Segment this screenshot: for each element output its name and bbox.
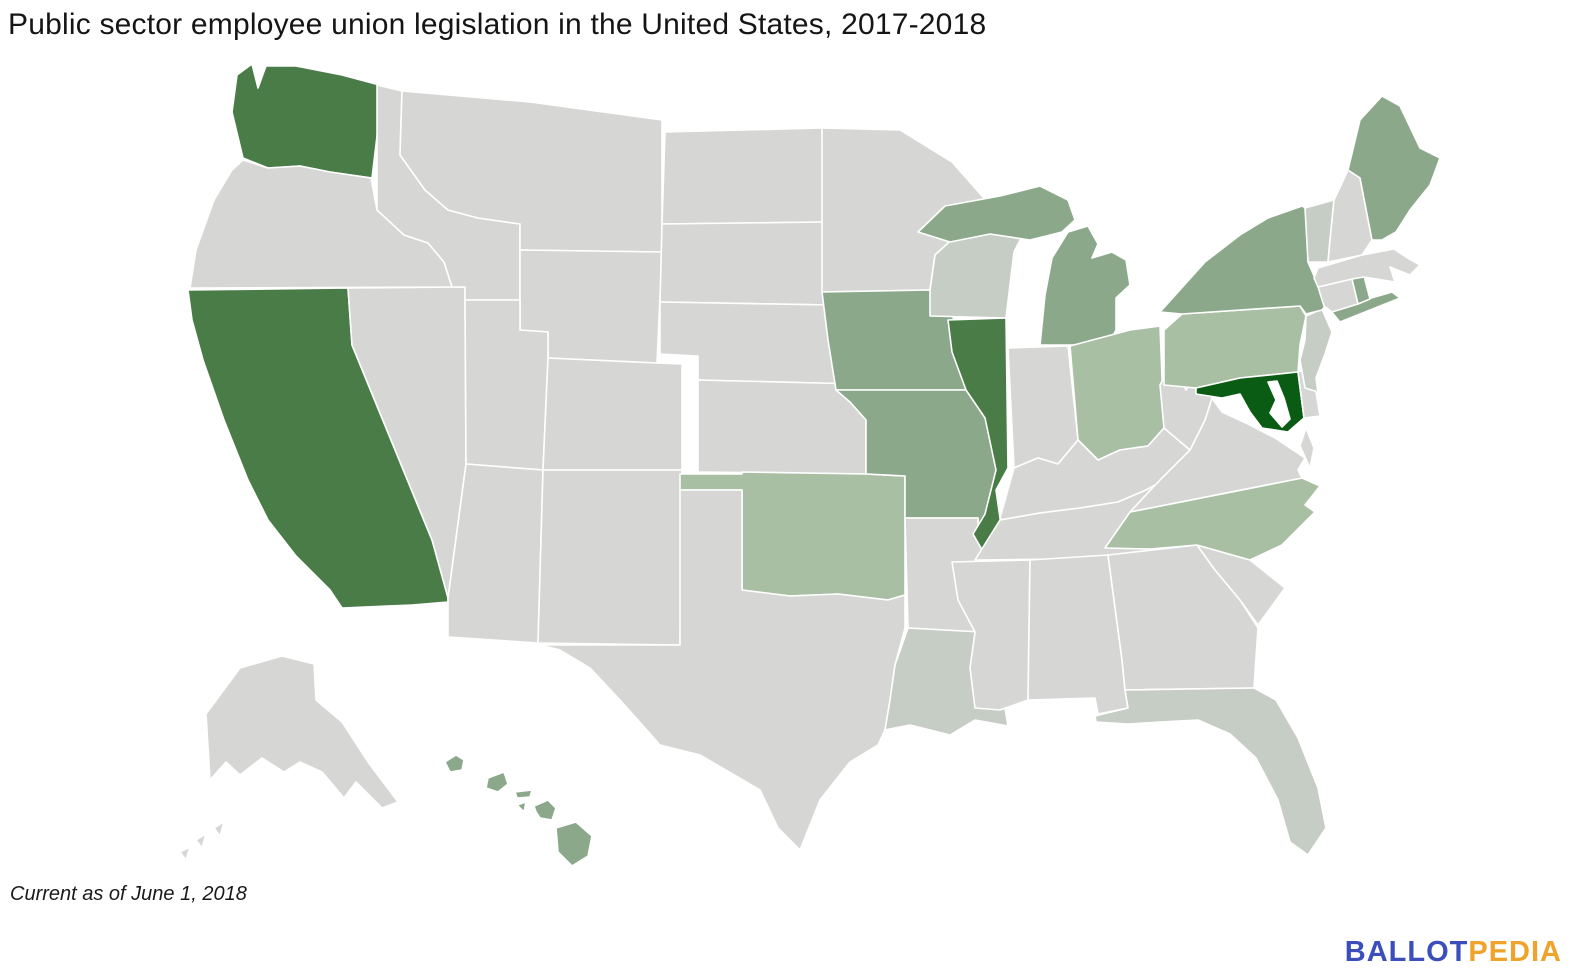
state-montana	[399, 90, 663, 253]
state-michigan	[917, 185, 1131, 346]
lanai	[516, 801, 527, 813]
state-florida	[1094, 687, 1327, 856]
logo-pedia: PEDIA	[1468, 936, 1562, 968]
big-island	[555, 821, 593, 867]
state-ohio	[1069, 325, 1165, 461]
ballotpedia-logo: BALLOTPEDIA	[1345, 936, 1562, 969]
state-new-jersey	[1299, 308, 1333, 393]
map-footnote: Current as of June 1, 2018	[10, 883, 247, 905]
maui	[533, 799, 557, 821]
oahu	[485, 771, 509, 793]
molokai	[514, 789, 533, 799]
long-island	[1329, 291, 1401, 323]
state-alaska	[179, 655, 399, 861]
state-maine	[1347, 95, 1441, 241]
logo-ballot: BALLOT	[1344, 936, 1469, 968]
aleutian-island	[179, 846, 191, 861]
aleutian-island	[213, 821, 225, 837]
aleutian-island	[195, 833, 207, 849]
state-new-mexico	[537, 469, 683, 646]
state-north-dakota	[661, 127, 825, 225]
state-illinois	[947, 317, 1009, 556]
state-arizona	[447, 463, 544, 644]
state-colorado	[542, 357, 683, 471]
chesapeake-bay	[1267, 380, 1291, 428]
state-indiana	[1007, 345, 1079, 469]
state-hawaii	[444, 754, 593, 867]
state-south-dakota	[659, 221, 839, 306]
state-texas	[539, 489, 906, 851]
page-title: Public sector employee union legislation…	[8, 8, 987, 41]
state-virginia-eastern-shore	[1299, 427, 1315, 469]
state-washington	[231, 63, 384, 179]
kauai	[444, 754, 465, 773]
